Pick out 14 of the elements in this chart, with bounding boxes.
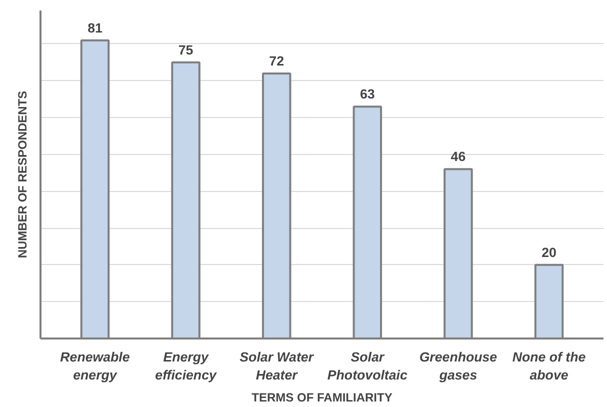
x-tick-label: Solar Photovoltaic [327,350,408,382]
data-label: 46 [450,149,466,164]
x-tick-label: Greenhouse gases [419,350,498,382]
data-label: 20 [542,244,556,260]
x-tick-label: Renewable energy [60,350,130,382]
data-label: 72 [269,53,284,68]
x-tick-label: Solar Water Heater [240,350,314,382]
data-label: 63 [360,86,375,102]
x-axis-title: TERMS OF FAMILIARITY [252,390,392,404]
x-tick-label: Energy efficiency [155,350,217,382]
data-label: 81 [88,20,103,36]
x-tick-label: None of the above [512,350,586,382]
y-axis-title: NUMBER OF RESPONDENTS [16,90,30,258]
data-label: 75 [178,42,194,58]
